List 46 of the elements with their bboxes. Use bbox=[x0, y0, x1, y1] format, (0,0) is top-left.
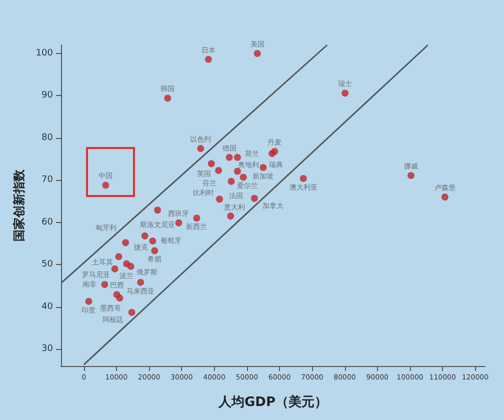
y-tick-label: 60 bbox=[42, 217, 54, 228]
point bbox=[234, 168, 241, 175]
point bbox=[101, 280, 108, 288]
point bbox=[164, 94, 172, 102]
point bbox=[197, 144, 204, 152]
y-tick-label: 30 bbox=[42, 344, 54, 354]
point bbox=[215, 166, 222, 174]
y-axis-title: 国家创新指数 bbox=[12, 168, 26, 242]
point bbox=[250, 194, 258, 202]
y-tick-label: 40 bbox=[42, 302, 54, 312]
point bbox=[216, 196, 224, 203]
point bbox=[137, 278, 144, 286]
point bbox=[226, 154, 233, 161]
y-tick-label: 80 bbox=[42, 132, 54, 143]
point bbox=[260, 164, 267, 171]
point bbox=[115, 253, 122, 260]
point bbox=[127, 262, 134, 270]
point bbox=[234, 154, 241, 161]
y-tick-label: 90 bbox=[42, 90, 54, 101]
point bbox=[441, 194, 448, 201]
point bbox=[128, 308, 136, 316]
point bbox=[254, 50, 261, 57]
x-axis-title: 人均GDP（美元） bbox=[218, 394, 328, 410]
point bbox=[154, 206, 162, 214]
point bbox=[407, 172, 414, 180]
point bbox=[102, 182, 110, 189]
point bbox=[268, 150, 276, 158]
point bbox=[228, 178, 235, 185]
point bbox=[342, 90, 349, 97]
point bbox=[85, 298, 92, 305]
point bbox=[193, 214, 200, 222]
point bbox=[111, 265, 118, 272]
point bbox=[141, 232, 148, 240]
point bbox=[204, 56, 212, 63]
point bbox=[227, 212, 234, 220]
point bbox=[122, 239, 130, 246]
point bbox=[113, 291, 120, 298]
y-tick-label: 70 bbox=[42, 175, 54, 186]
point bbox=[208, 160, 215, 168]
point bbox=[149, 237, 156, 244]
point bbox=[151, 247, 158, 254]
point bbox=[175, 219, 182, 226]
y-tick-label: 50 bbox=[42, 260, 54, 270]
y-tick-label: 100 bbox=[36, 48, 54, 58]
point bbox=[240, 174, 247, 181]
point bbox=[300, 174, 307, 182]
